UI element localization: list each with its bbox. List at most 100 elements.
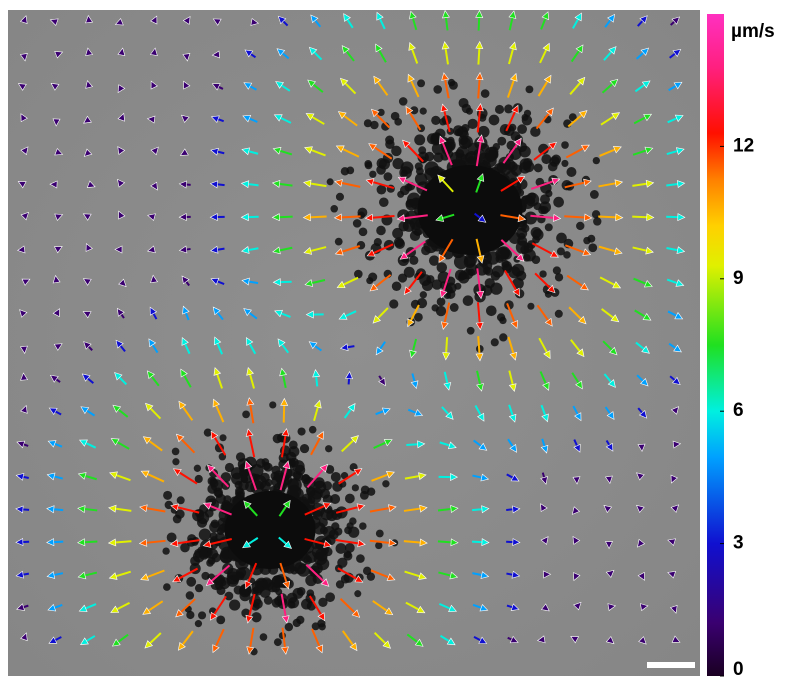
particle — [512, 264, 525, 277]
particle — [532, 255, 541, 264]
particle — [190, 556, 200, 566]
particle — [364, 119, 372, 127]
particle — [404, 267, 415, 278]
particle — [379, 197, 389, 207]
particle — [253, 599, 263, 609]
particle — [531, 227, 542, 238]
particle — [418, 146, 426, 154]
particle — [172, 458, 179, 465]
particle — [467, 327, 475, 335]
particle — [163, 491, 172, 500]
particle — [455, 269, 466, 280]
particle — [298, 427, 306, 435]
particle — [530, 126, 540, 136]
particle — [341, 167, 349, 175]
particle — [540, 194, 550, 204]
particle — [287, 593, 298, 604]
particle — [382, 480, 389, 487]
particle — [195, 620, 202, 627]
particle — [528, 192, 536, 200]
particle — [199, 528, 211, 540]
particle — [204, 429, 212, 437]
particle — [289, 440, 298, 449]
particle — [207, 549, 218, 560]
particle — [485, 278, 495, 288]
particle — [481, 89, 490, 98]
particle — [549, 156, 559, 166]
particle — [497, 137, 506, 146]
particle — [483, 154, 496, 167]
colorbar-tick-label: 6 — [733, 400, 744, 421]
particle — [285, 623, 293, 631]
particle — [447, 137, 455, 145]
particle — [389, 299, 398, 308]
particle — [163, 583, 171, 591]
particle — [521, 224, 529, 232]
particle — [391, 112, 400, 121]
particle — [421, 246, 430, 255]
particle — [288, 478, 302, 492]
particle — [292, 460, 304, 472]
particle — [173, 515, 182, 524]
particle — [446, 289, 455, 298]
particle — [392, 281, 402, 291]
particle — [417, 79, 425, 87]
particle — [420, 108, 427, 115]
particle — [229, 599, 240, 610]
particle — [195, 584, 203, 592]
particle — [555, 310, 563, 318]
particle — [454, 283, 461, 290]
particle — [345, 494, 355, 504]
particle — [524, 212, 537, 225]
particle — [414, 134, 425, 145]
colorbar-tick-label: 12 — [733, 135, 754, 156]
particle — [325, 592, 335, 602]
particle — [253, 474, 260, 481]
particle — [359, 522, 366, 529]
scale-bar — [647, 662, 695, 668]
particle — [466, 108, 473, 115]
particle — [344, 526, 352, 534]
particle — [553, 197, 564, 208]
particle — [541, 206, 549, 214]
particle — [251, 612, 261, 622]
particle — [576, 222, 584, 230]
particle — [357, 241, 365, 249]
particle — [215, 582, 223, 590]
particle — [264, 463, 273, 472]
particle — [369, 171, 376, 178]
particle — [464, 253, 477, 266]
particle — [409, 256, 418, 265]
particle — [384, 172, 393, 181]
particle — [180, 543, 190, 553]
particle — [561, 160, 568, 167]
particle — [186, 611, 194, 619]
particle — [561, 141, 569, 149]
particle — [527, 303, 534, 310]
particle — [566, 167, 576, 177]
particle — [588, 243, 597, 252]
colorbar-unit: µm/s — [731, 21, 775, 42]
particle — [501, 260, 509, 268]
particle — [242, 411, 250, 419]
particle — [198, 611, 206, 619]
particle — [422, 280, 433, 291]
particle — [365, 162, 373, 170]
particle — [325, 445, 332, 452]
particle — [492, 266, 504, 278]
particle — [520, 158, 531, 169]
particle — [463, 295, 474, 306]
particle — [486, 305, 497, 316]
particle — [376, 530, 384, 538]
particle — [335, 238, 343, 246]
particle — [587, 235, 595, 243]
particle — [309, 426, 317, 434]
particle — [327, 178, 334, 185]
particle — [236, 452, 245, 461]
particle — [436, 306, 446, 316]
particle — [206, 559, 214, 567]
particle — [450, 303, 459, 312]
particle — [337, 558, 347, 568]
particle — [162, 547, 169, 554]
particle — [517, 124, 527, 134]
